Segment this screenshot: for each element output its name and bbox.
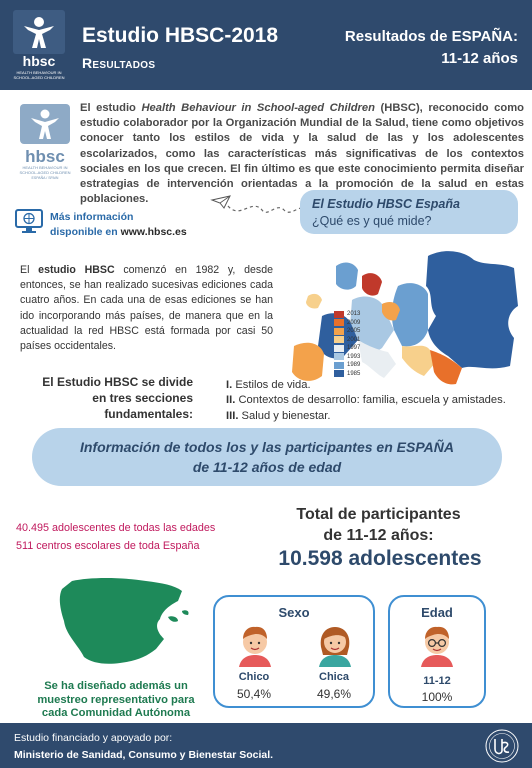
legend-year: 2001 [347,336,361,343]
female-label: Chica [319,671,349,683]
legend-swatch [334,361,344,369]
stat-all-ages: 40.495 adolescentes de todas las edades [16,522,216,534]
boy-icon [233,623,277,667]
legend-swatch [334,370,344,378]
funding-label: Estudio financiado y apoyado por: [14,732,173,744]
map-legend-item: 2001 [334,336,378,345]
more-info: Más información disponible en www.hbsc.e… [50,211,187,238]
map-legend-item: 2013 [334,310,378,319]
stat-schools: 511 centros escolares de toda España [16,540,200,552]
hbsc-url-link[interactable]: www.hbsc.es [120,226,187,238]
europe-map: 2013 2009 2005 2001 1997 1993 1989 1985 [278,246,522,394]
age-box: Edad 11-12 100% [388,595,486,708]
intro-logo-text: hbsc [25,147,65,166]
intro-logo-sub2: SCHOOL-AGED CHILDREN [19,170,70,175]
intro-paragraph: El estudio Health Behaviour in School-ag… [80,102,524,206]
legend-year: 1989 [347,362,361,369]
legend-year: 2009 [347,319,361,326]
header-bar: hbsc HEALTH BEHAVIOUR IN SCHOOL-AGED CHI… [0,0,532,90]
banner-line1: Información de todos los y las participa… [80,439,454,455]
sections-list: I. Estilos de vida. II. Contextos de des… [226,378,526,424]
hbsc-logo: hbsc HEALTH BEHAVIOUR IN SCHOOL-AGED CHI… [10,8,68,82]
more-info-label: Más información [50,211,134,223]
history-paragraph: El estudio HBSC comenzó en 1982 y, desde… [20,264,273,353]
total-value: 10.598 adolescentes [278,547,482,570]
results-country: Resultados de ESPAÑA: [344,28,518,45]
intro-hbsc-logo: hbsc HEALTH BEHAVIOUR IN SCHOOL-AGED CHI… [14,102,76,182]
question-bubble: El Estudio HBSC España ¿Qué es y qué mid… [300,190,518,234]
age-percentage: 100% [421,690,453,704]
legend-swatch [334,336,344,344]
intro-logo-sub1: HEALTH BEHAVIOUR IN [23,165,68,170]
section-item: I. Estilos de vida. [226,379,311,391]
logo-text: hbsc [23,53,56,69]
bubble-title: El Estudio HBSC España [312,197,460,211]
section-item: III. Salud y bienestar. [226,409,331,422]
banner-line2: de 11-12 años de edad [192,459,342,475]
map-legend-item: 1989 [334,361,378,370]
computer-icon [14,207,44,237]
female-percentage: 49,6% [316,687,352,701]
legend-year: 1993 [347,353,361,360]
sex-box: Sexo Chico 50,4% Chica 49,6% [213,595,375,708]
kid-with-glasses-icon [415,623,459,667]
girl-icon [313,623,357,667]
results-age: 11-12 años [441,50,518,67]
legend-swatch [334,353,344,361]
logo-sub2: SCHOOL-AGED CHILDREN [13,75,64,80]
logo-sub1: HEALTH BEHAVIOUR IN [17,70,62,75]
paper-plane-icon [210,194,305,222]
university-seal-logo [482,727,522,765]
map-legend-item: 2009 [334,319,378,328]
legend-swatch [334,344,344,352]
age-range-label: 11-12 [423,675,451,687]
legend-swatch [334,319,344,327]
map-legend: 2013 2009 2005 2001 1997 1993 1989 1985 [334,310,378,378]
legend-year: 1997 [347,345,361,352]
sections-heading: El Estudio HBSC se divide en tres seccio… [42,375,193,421]
legend-year: 1985 [347,370,361,377]
map-legend-item: 1985 [334,370,378,379]
legend-year: 2013 [347,311,361,318]
page-title: Estudio HBSC-2018 [82,24,279,47]
map-legend-item: 1993 [334,353,378,362]
map-legend-item: 2005 [334,327,378,336]
page-subtitle: Resultados [82,55,156,71]
spain-map [50,575,200,675]
total-label: Total de participantes de 11-12 años: [296,506,461,544]
legend-swatch [334,310,344,318]
bubble-question: ¿Qué es y qué mide? [312,214,432,228]
age-title: Edad [421,605,453,620]
footer-bar: Estudio financiado y apoyado por: Minist… [0,723,532,768]
spain-info-banner: Información de todos los y las participa… [32,428,502,486]
legend-year: 2005 [347,328,361,335]
map-legend-item: 1997 [334,344,378,353]
section-item: II. Contextos de desarrollo: familia, es… [226,394,506,407]
male-percentage: 50,4% [236,687,272,701]
male-label: Chico [238,671,270,683]
legend-swatch [334,327,344,335]
funding-ministry: Ministerio de Sanidad, Consumo y Bienest… [14,749,274,761]
study-name-italic: Health Behaviour in School-aged Children [141,102,375,114]
sample-note: Se ha diseñado además un muestreo repres… [37,680,195,719]
sex-title: Sexo [278,605,310,620]
intro-logo-sub3: ESPAÑA / SPAIN [32,175,59,180]
